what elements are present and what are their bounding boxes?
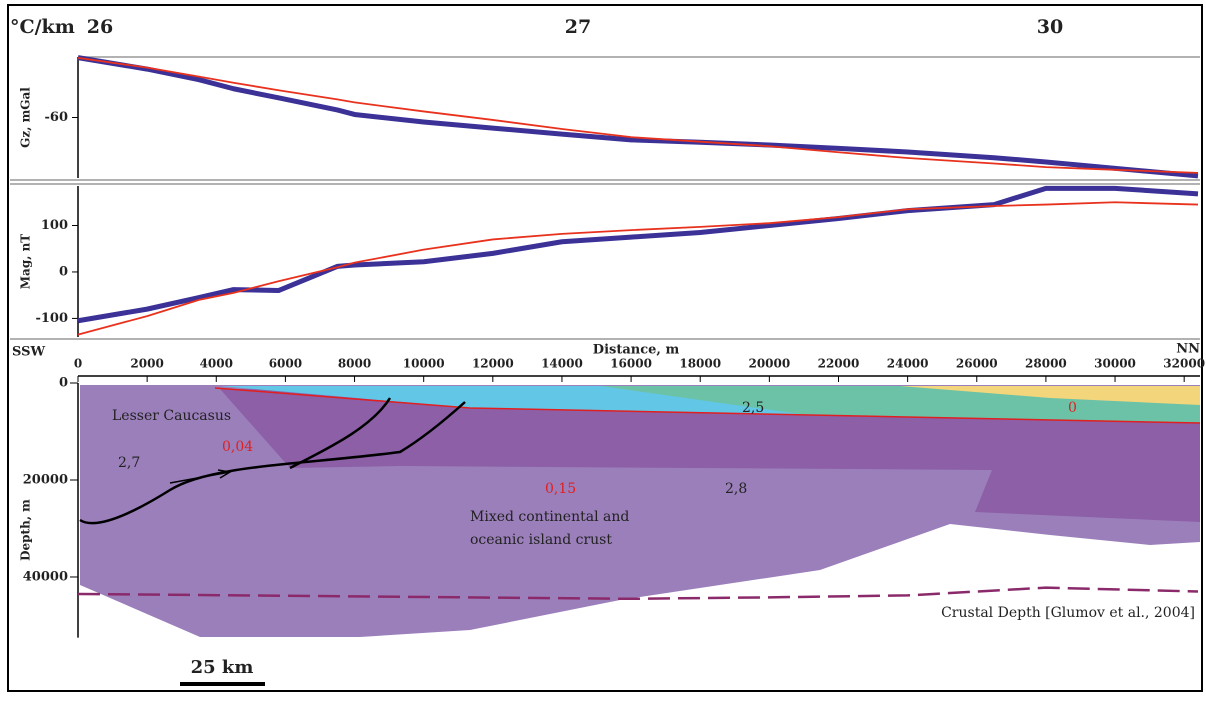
scale-label: 25 km [191,657,254,678]
x-tick-label: 6000 [269,357,302,371]
x-tick-label: 30000 [1094,357,1136,371]
x-tick-label: 26000 [956,357,998,371]
station-label: 30 [1037,16,1063,38]
unit-label: °C/km [10,16,75,38]
y-axis-label: Depth, m [19,499,33,561]
direction-label: SSW [12,345,45,360]
annotation: 2,8 [725,481,747,497]
x-tick-label: 20000 [748,357,790,371]
x-tick-label: 14000 [541,357,583,371]
geologic-bodies [79,385,1201,637]
annotation: 0 [1068,400,1077,416]
y-tick-label: -60 [45,110,69,125]
x-tick-label: 4000 [200,357,233,371]
y-tick-label: 100 [41,218,68,233]
annotation: 0,04 [222,439,253,455]
y-axis-label: Mag, nT [19,234,33,290]
annotation: oceanic island crust [470,532,612,548]
x-tick-label: 0 [74,357,82,371]
x-tick-label: 12000 [472,357,514,371]
x-axis-label: Distance, m [593,343,680,358]
data-line [77,57,1199,174]
y-tick-label: 0 [59,376,68,391]
x-tick-label: 8000 [338,357,371,371]
station-label: 26 [87,16,113,38]
station-label: 27 [565,16,591,38]
x-tick-label: 16000 [610,357,652,371]
annotation: 2,5 [742,400,764,416]
y-axis-label: Gz, mGal [19,87,33,148]
x-tick-label: 10000 [403,357,445,371]
x-tick-label: 18000 [679,357,721,371]
boundary-line [77,586,1199,601]
data-line [77,55,1199,179]
x-tick-label: 28000 [1025,357,1067,371]
y-tick-label: 40000 [23,569,68,584]
data-line [77,201,1199,336]
direction-label: NN [1176,342,1200,357]
x-tick-label: 2000 [130,357,163,371]
annotation: Lesser Caucasus [112,408,231,424]
x-tick-label: 24000 [887,357,929,371]
y-tick-label: 20000 [23,472,68,487]
annotation: 2,7 [118,455,140,471]
line-label: Crustal Depth [Glumov et al., 2004] [941,605,1195,621]
y-tick-label: 0 [59,264,68,279]
panel-separators [10,56,1200,340]
annotation: 0,15 [545,481,576,497]
x-tick-label: 32000 [1163,357,1205,371]
x-tick-label: 22000 [818,357,860,371]
annotation: Mixed continental and [470,509,629,525]
y-tick-label: -100 [35,311,68,326]
data-line [77,185,1199,324]
